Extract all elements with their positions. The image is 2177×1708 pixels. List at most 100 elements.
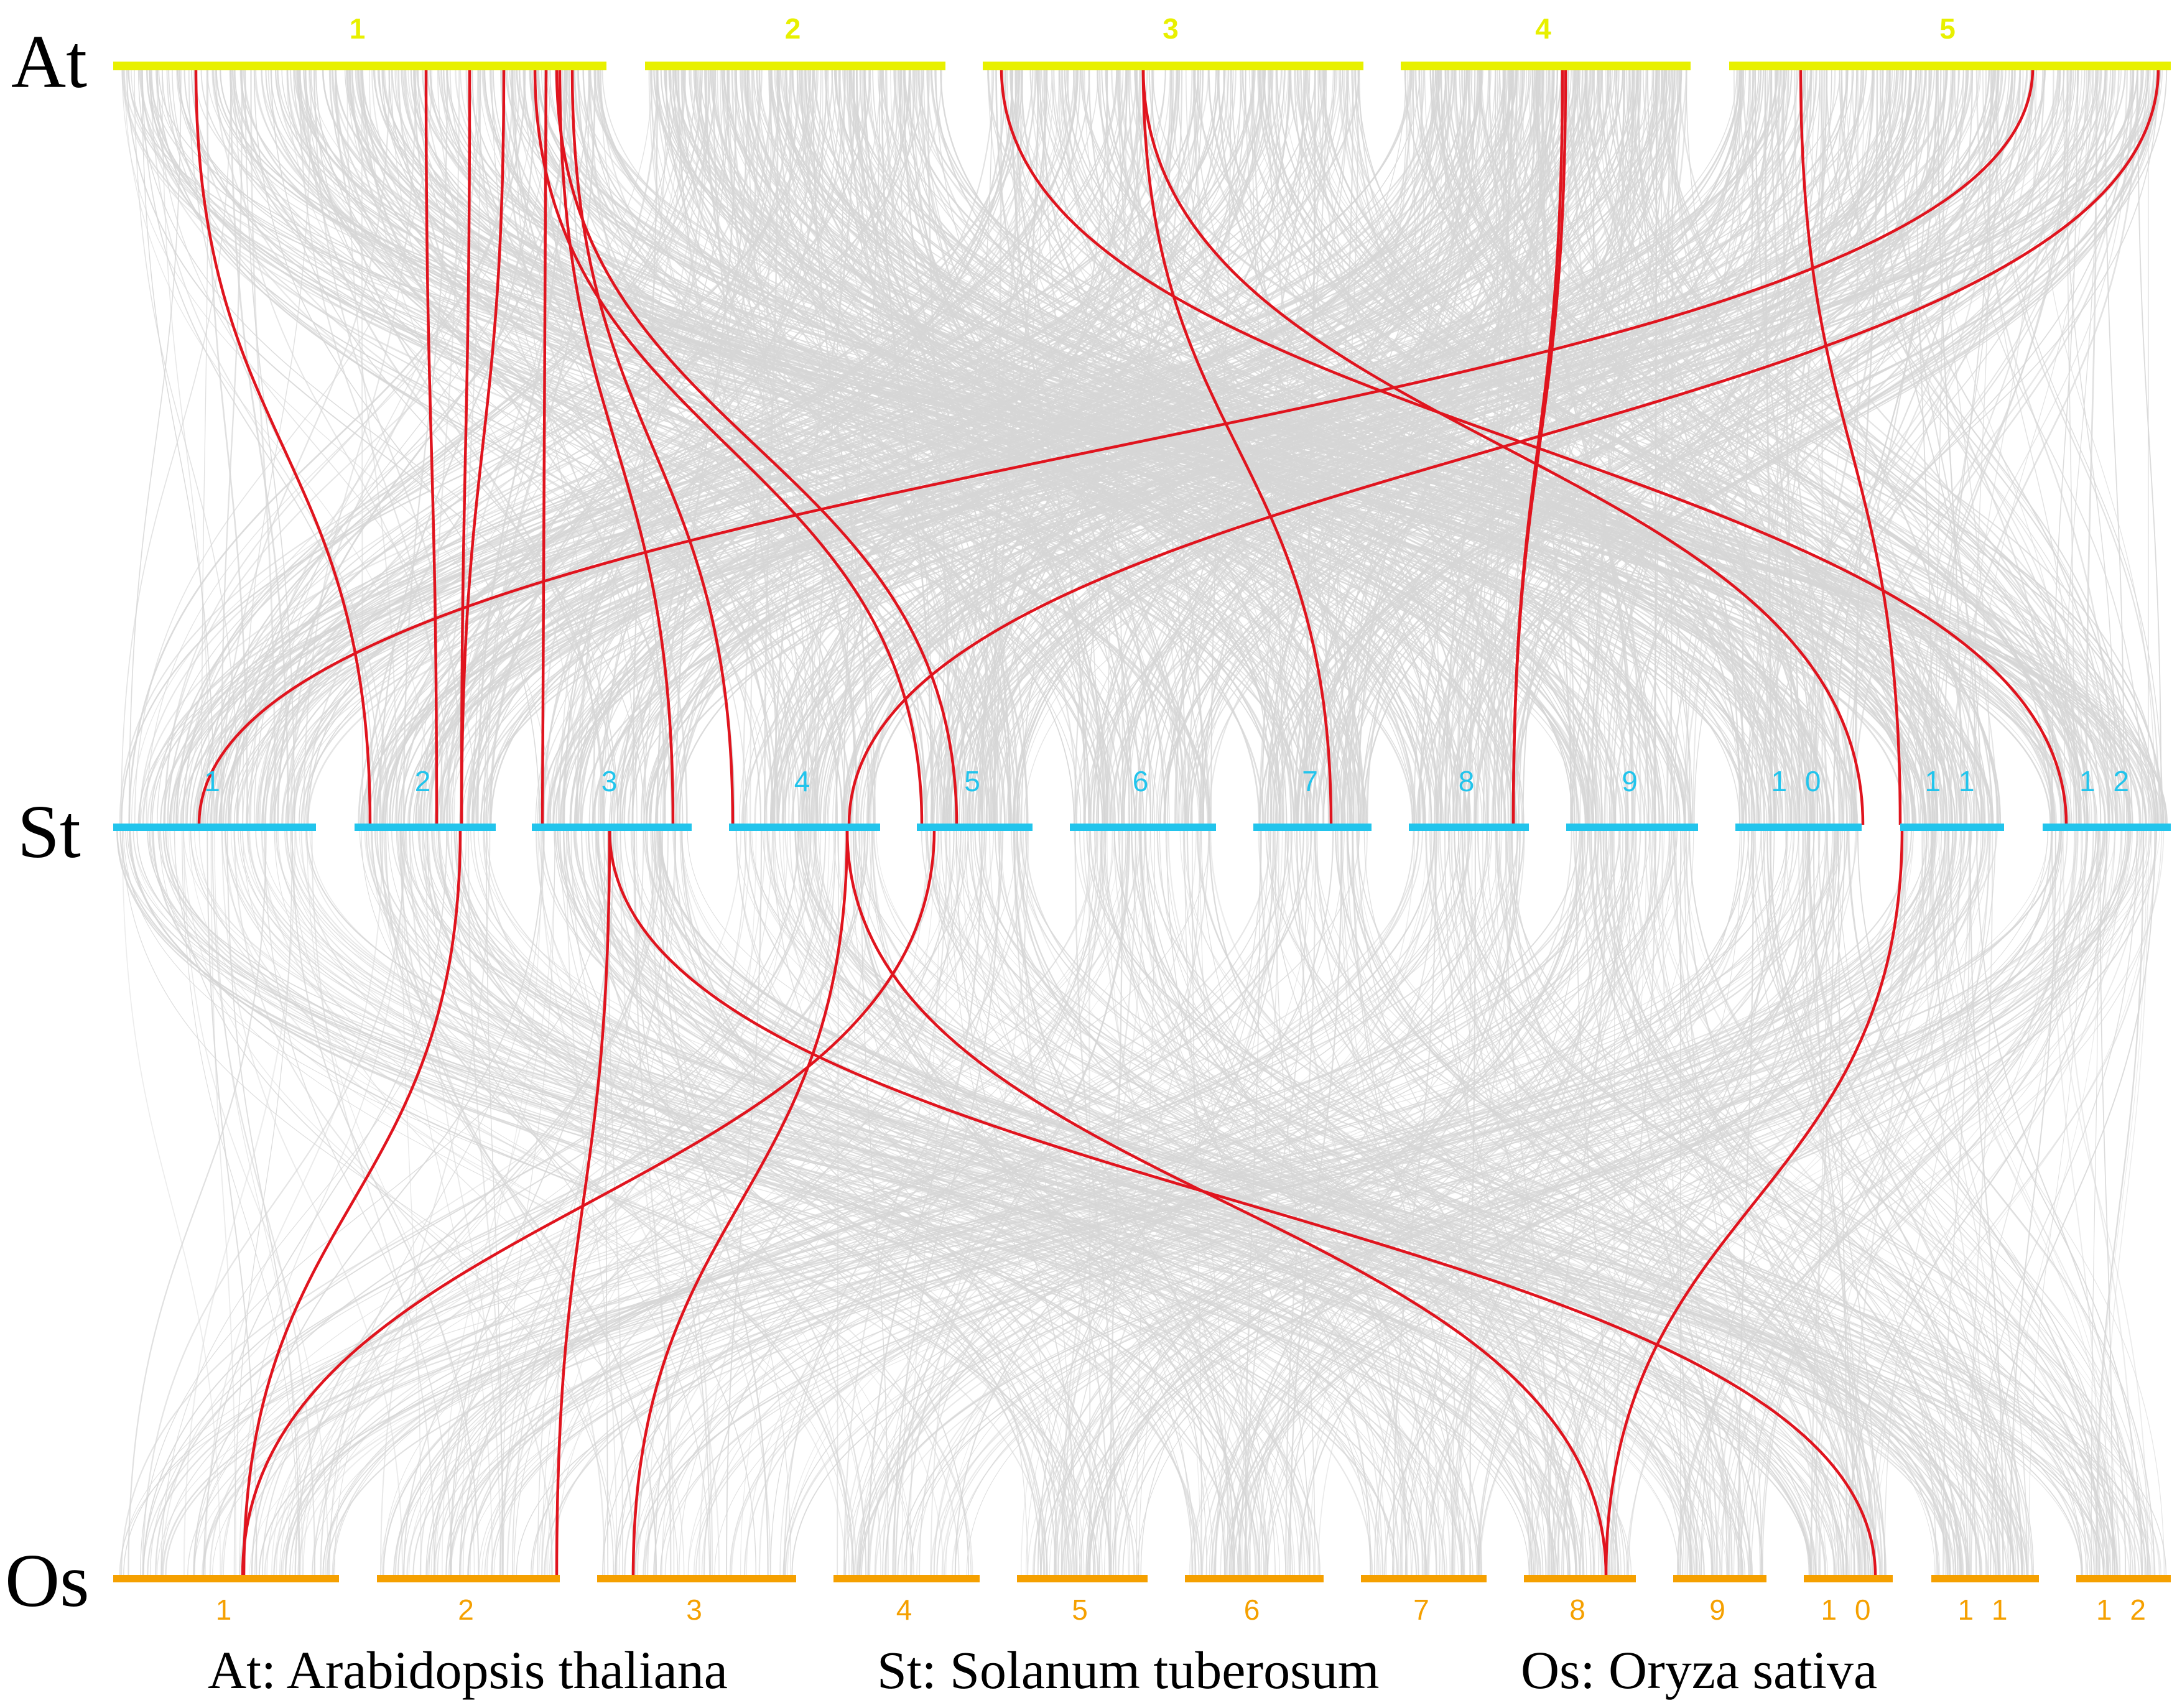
background-link-st-os — [926, 830, 1936, 1576]
background-link-at-st — [1270, 69, 2158, 824]
background-link-st-os — [1070, 830, 1906, 1576]
background-link-at-st — [1637, 69, 1741, 824]
background-link-at-st — [505, 69, 2106, 824]
background-link-at-st — [461, 69, 1932, 824]
background-link-st-os — [1101, 830, 1231, 1576]
background-link-st-os — [933, 830, 1435, 1576]
background-link-st-os — [285, 830, 1581, 1576]
background-link-st-os — [1093, 830, 1995, 1576]
background-link-st-os — [958, 830, 2095, 1576]
background-link-st-os — [566, 830, 618, 1576]
background-link-st-os — [380, 830, 1470, 1576]
chromosome-label-os-11: 1 1 — [1958, 1594, 2013, 1626]
background-link-at-st — [1404, 69, 1629, 824]
background-link-at-st — [1199, 69, 1660, 824]
background-link-st-os — [1294, 830, 2156, 1576]
background-link-st-os — [1225, 830, 2158, 1576]
background-link-st-os — [423, 830, 1962, 1576]
background-link-at-st — [961, 69, 1745, 824]
background-link-st-os — [207, 830, 258, 1576]
background-link-at-st — [207, 69, 1544, 824]
background-link-st-os — [454, 830, 1077, 1576]
background-link-at-st — [855, 69, 1105, 824]
chromosome-bar-st-11 — [1900, 824, 2004, 831]
background-link-at-st — [2086, 69, 2098, 824]
background-link-st-os — [611, 830, 1555, 1576]
background-link-at-st — [1931, 69, 2132, 824]
background-link-st-os — [1675, 830, 1762, 1576]
chromosome-bar-st-12 — [2043, 824, 2171, 831]
chromosome-bar-st-5 — [917, 824, 1033, 831]
background-link-st-os — [1625, 830, 1948, 1576]
background-link-st-os — [927, 830, 1814, 1576]
background-link-at-st — [850, 69, 2035, 824]
background-link-at-st — [675, 69, 737, 824]
background-link-at-st — [1116, 69, 1476, 824]
background-link-st-os — [910, 830, 2062, 1576]
background-link-st-os — [952, 830, 2157, 1576]
chromosome-label-os-3: 3 — [686, 1594, 707, 1626]
species-label-at: At — [11, 20, 87, 104]
background-link-st-os — [501, 830, 555, 1576]
background-link-st-os — [1194, 830, 1665, 1576]
background-link-at-st — [546, 69, 1538, 824]
background-link-st-os — [1087, 830, 1954, 1576]
background-link-st-os — [1817, 830, 2023, 1576]
background-link-at-st — [1915, 69, 1933, 824]
background-link-st-os — [624, 830, 1970, 1576]
background-link-st-os — [426, 830, 1112, 1576]
background-link-at-st — [815, 69, 1555, 824]
background-link-at-st — [1452, 69, 1931, 824]
background-link-at-st — [156, 69, 476, 824]
background-link-st-os — [1145, 830, 1577, 1576]
background-link-at-st — [1629, 69, 2082, 824]
background-link-st-os — [162, 830, 1965, 1576]
background-link-at-st — [1016, 69, 1682, 824]
background-link-st-os — [1351, 830, 1883, 1576]
background-link-st-os — [1802, 830, 1860, 1576]
background-link-at-st — [579, 69, 667, 824]
background-link-st-os — [1685, 830, 1873, 1576]
background-link-st-os — [1733, 830, 1962, 1576]
background-link-at-st — [286, 69, 768, 824]
background-link-at-st — [313, 69, 464, 824]
background-link-st-os — [203, 830, 1597, 1576]
background-link-at-st — [996, 69, 1021, 824]
background-link-at-st — [381, 69, 1179, 824]
background-link-st-os — [408, 830, 1414, 1576]
background-link-at-st — [440, 69, 574, 824]
background-link-at-st — [215, 69, 833, 824]
background-link-st-os — [1423, 830, 1966, 1576]
background-link-at-st — [335, 69, 853, 824]
background-link-at-st — [1494, 69, 1679, 824]
background-link-st-os — [431, 830, 1969, 1576]
background-link-st-os — [1809, 830, 1990, 1576]
background-link-at-st — [1312, 69, 1742, 824]
background-link-st-os — [1575, 830, 1609, 1576]
background-link-st-os — [128, 830, 1418, 1576]
background-link-at-st — [695, 69, 1170, 824]
background-link-st-os — [459, 830, 955, 1576]
background-link-at-st — [2137, 69, 2162, 824]
background-link-st-os — [326, 830, 2100, 1576]
chromosome-label-st-11: 1 1 — [1925, 765, 1980, 797]
background-link-st-os — [516, 830, 2139, 1576]
background-link-st-os — [425, 830, 1278, 1576]
background-link-at-st — [195, 69, 1117, 824]
background-link-at-st — [523, 69, 1299, 824]
background-link-st-os — [239, 830, 404, 1576]
background-link-st-os — [873, 830, 2111, 1576]
background-link-st-os — [812, 830, 1465, 1576]
chromosome-bar-os-7 — [1361, 1575, 1487, 1582]
background-link-at-st — [293, 69, 1551, 824]
background-link-st-os — [299, 830, 1679, 1576]
chromosome-label-at-3: 3 — [1163, 12, 1184, 45]
background-link-at-st — [206, 69, 248, 824]
background-link-at-st — [291, 69, 1454, 824]
background-link-st-os — [381, 830, 657, 1576]
background-link-st-os — [1594, 830, 1924, 1576]
background-link-st-os — [1599, 830, 2024, 1576]
background-link-at-st — [1940, 69, 1991, 824]
chromosome-bar-os-3 — [597, 1575, 796, 1582]
background-link-at-st — [1662, 69, 2109, 824]
